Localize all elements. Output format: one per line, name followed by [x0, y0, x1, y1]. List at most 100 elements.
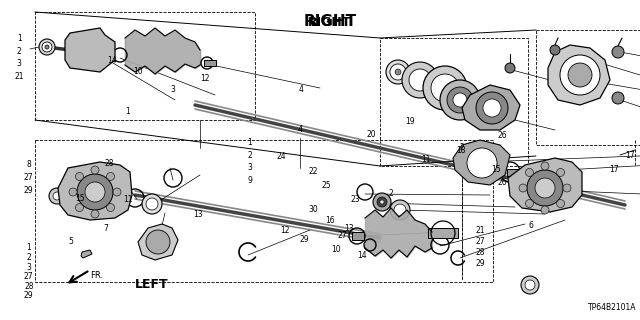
Text: 1: 1: [17, 34, 22, 43]
Bar: [507, 169, 523, 176]
Text: 17: 17: [625, 150, 635, 159]
Circle shape: [409, 69, 431, 91]
Circle shape: [373, 193, 391, 211]
Circle shape: [447, 87, 473, 113]
Circle shape: [69, 188, 77, 196]
Text: 12: 12: [280, 226, 289, 235]
Circle shape: [390, 200, 410, 220]
Text: TP64B2101A: TP64B2101A: [588, 303, 636, 313]
Text: FR.: FR.: [90, 270, 104, 279]
Circle shape: [563, 184, 571, 192]
Circle shape: [380, 200, 384, 204]
Circle shape: [146, 198, 158, 210]
Text: 29: 29: [24, 292, 34, 300]
Circle shape: [476, 92, 508, 124]
Bar: [35, 12, 255, 120]
Text: 13: 13: [344, 224, 354, 233]
Text: 29: 29: [24, 186, 34, 195]
Polygon shape: [81, 250, 92, 258]
Circle shape: [39, 39, 55, 55]
Text: 28: 28: [476, 248, 484, 257]
Polygon shape: [453, 140, 510, 185]
Text: 26: 26: [497, 178, 508, 187]
Circle shape: [557, 168, 564, 176]
Circle shape: [106, 204, 115, 212]
Circle shape: [386, 60, 410, 84]
Text: 1: 1: [125, 108, 131, 116]
Circle shape: [394, 204, 406, 216]
Text: 8: 8: [26, 160, 31, 169]
Text: 6: 6: [529, 221, 534, 230]
Circle shape: [560, 55, 600, 95]
Circle shape: [74, 36, 102, 64]
Text: 18: 18: [456, 146, 465, 155]
Text: 29: 29: [475, 260, 485, 268]
Text: 2: 2: [247, 151, 252, 160]
Circle shape: [91, 210, 99, 218]
Circle shape: [76, 204, 83, 212]
Text: 14: 14: [107, 56, 117, 65]
Polygon shape: [462, 85, 520, 130]
Circle shape: [467, 148, 497, 178]
Text: 25: 25: [321, 181, 332, 190]
Circle shape: [550, 45, 560, 55]
Bar: [352, 232, 364, 240]
Circle shape: [453, 93, 467, 107]
Polygon shape: [65, 28, 115, 72]
Circle shape: [106, 172, 115, 180]
Circle shape: [541, 162, 549, 170]
Circle shape: [402, 62, 438, 98]
Text: RIGHT: RIGHT: [308, 15, 352, 28]
Text: 11: 11: [421, 156, 430, 164]
Text: 14: 14: [356, 252, 367, 260]
Circle shape: [390, 64, 406, 80]
Circle shape: [142, 194, 162, 214]
Circle shape: [146, 230, 170, 254]
Text: 13: 13: [193, 210, 204, 219]
Text: 3: 3: [17, 60, 22, 68]
Text: LEFT: LEFT: [135, 278, 169, 292]
Circle shape: [423, 66, 467, 110]
Circle shape: [77, 174, 113, 210]
Circle shape: [395, 69, 401, 75]
Text: 9: 9: [247, 176, 252, 185]
Bar: [380, 38, 528, 166]
Circle shape: [612, 92, 624, 104]
Text: 10: 10: [331, 245, 341, 254]
Text: 28: 28: [104, 159, 113, 168]
Bar: [536, 30, 640, 145]
Text: 2: 2: [460, 143, 465, 153]
Bar: [204, 60, 216, 66]
Circle shape: [431, 74, 459, 102]
Text: 12: 12: [200, 74, 209, 83]
Circle shape: [568, 63, 592, 87]
Text: 27: 27: [24, 173, 34, 182]
Polygon shape: [548, 45, 610, 105]
Text: 30: 30: [308, 205, 319, 214]
Circle shape: [483, 99, 501, 117]
Circle shape: [525, 280, 535, 290]
Circle shape: [113, 188, 121, 196]
Text: 5: 5: [68, 237, 73, 246]
Text: 16: 16: [324, 216, 335, 225]
Circle shape: [612, 46, 624, 58]
Text: 2: 2: [388, 189, 393, 198]
Circle shape: [377, 197, 387, 207]
Circle shape: [541, 206, 549, 214]
Text: 15: 15: [491, 165, 501, 174]
Text: 21: 21: [15, 72, 24, 81]
Circle shape: [85, 47, 91, 53]
Text: 28: 28: [24, 282, 33, 291]
Text: 24: 24: [276, 152, 287, 161]
Circle shape: [521, 276, 539, 294]
Text: 4: 4: [298, 125, 303, 134]
Circle shape: [527, 170, 563, 206]
Circle shape: [535, 178, 555, 198]
Text: 27: 27: [475, 237, 485, 246]
Circle shape: [440, 80, 480, 120]
Text: 15: 15: [75, 194, 85, 203]
Circle shape: [519, 184, 527, 192]
Circle shape: [42, 42, 52, 52]
Text: 7: 7: [103, 224, 108, 233]
Text: 2: 2: [26, 253, 31, 262]
